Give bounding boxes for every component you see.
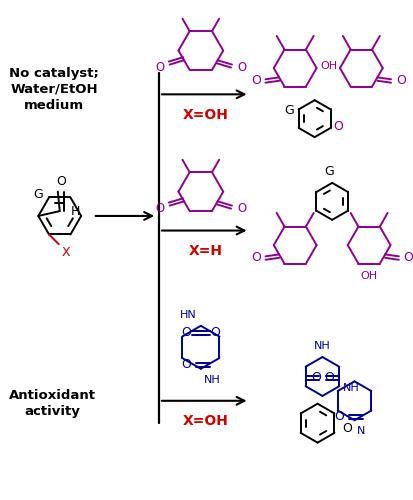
Text: O: O bbox=[332, 120, 342, 133]
Text: O: O bbox=[323, 372, 333, 384]
Text: No catalyst;
Water/EtOH
medium: No catalyst; Water/EtOH medium bbox=[9, 67, 99, 112]
Text: O: O bbox=[56, 174, 66, 188]
Text: G: G bbox=[324, 165, 333, 178]
Text: NH: NH bbox=[203, 374, 220, 384]
Text: OH: OH bbox=[359, 272, 377, 281]
Text: G: G bbox=[284, 104, 294, 118]
Text: O: O bbox=[155, 60, 164, 74]
Text: OH: OH bbox=[320, 61, 337, 71]
Text: O: O bbox=[310, 372, 320, 384]
Text: O: O bbox=[395, 74, 405, 87]
Text: O: O bbox=[341, 422, 351, 434]
Text: X=OH: X=OH bbox=[182, 108, 228, 122]
Text: O: O bbox=[250, 74, 260, 87]
Text: X=OH: X=OH bbox=[182, 414, 228, 428]
Text: NH: NH bbox=[342, 383, 358, 393]
Text: O: O bbox=[180, 326, 190, 339]
Text: X=H: X=H bbox=[188, 244, 222, 258]
Text: O: O bbox=[237, 202, 246, 215]
Text: Antioxidant
activity: Antioxidant activity bbox=[9, 389, 96, 418]
Text: O: O bbox=[180, 358, 190, 372]
Text: O: O bbox=[403, 251, 413, 264]
Text: O: O bbox=[250, 251, 260, 264]
Text: O: O bbox=[210, 326, 220, 339]
Text: O: O bbox=[155, 202, 164, 215]
Text: X: X bbox=[62, 246, 70, 259]
Text: N: N bbox=[356, 426, 364, 436]
Text: O: O bbox=[334, 410, 344, 424]
Text: O: O bbox=[237, 60, 246, 74]
Text: G: G bbox=[33, 188, 43, 201]
Text: H: H bbox=[70, 204, 80, 218]
Text: NH: NH bbox=[313, 341, 330, 351]
Text: HN: HN bbox=[180, 310, 197, 320]
